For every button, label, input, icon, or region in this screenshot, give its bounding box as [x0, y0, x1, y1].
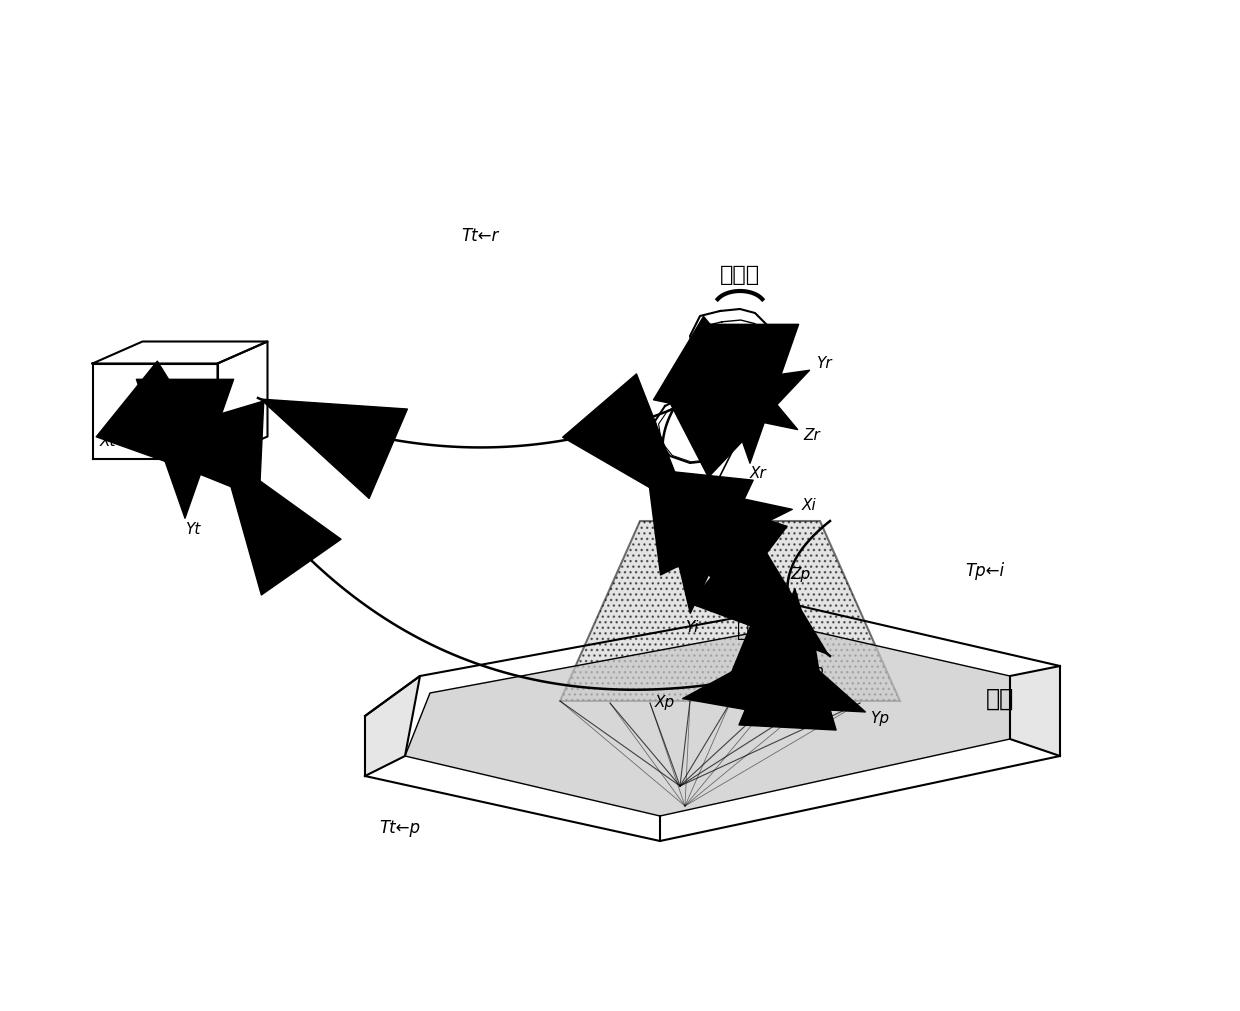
- Text: Or: Or: [728, 381, 746, 396]
- Text: Tp←i: Tp←i: [966, 562, 1004, 580]
- Text: Yt: Yt: [185, 522, 201, 537]
- Text: Tt←p: Tt←p: [379, 819, 420, 837]
- Polygon shape: [1011, 666, 1060, 756]
- Text: Tt←r: Tt←r: [461, 227, 498, 245]
- Text: Zr: Zr: [804, 429, 821, 444]
- Polygon shape: [405, 626, 1011, 816]
- Text: Xi: Xi: [801, 498, 816, 514]
- Text: 超声: 超声: [738, 595, 763, 615]
- Text: Xp: Xp: [655, 695, 675, 710]
- Text: Yp: Yp: [870, 711, 889, 726]
- Text: Yr: Yr: [816, 357, 832, 371]
- Text: 图像: 图像: [738, 620, 763, 640]
- Text: Zp: Zp: [790, 566, 810, 581]
- Text: Xr: Xr: [750, 466, 766, 481]
- Text: 发射器: 发射器: [160, 391, 200, 411]
- Text: Zi: Zi: [627, 463, 642, 478]
- Text: Zt: Zt: [241, 485, 257, 500]
- Text: 模板: 模板: [986, 687, 1014, 711]
- Text: Oi: Oi: [672, 501, 688, 516]
- Text: Tr←i: Tr←i: [598, 429, 632, 447]
- Text: Xt: Xt: [99, 434, 117, 449]
- Text: Op: Op: [802, 664, 823, 679]
- Polygon shape: [560, 521, 900, 701]
- Polygon shape: [405, 626, 1011, 816]
- Polygon shape: [365, 676, 420, 776]
- Text: Yi: Yi: [686, 621, 698, 636]
- Text: 接收器: 接收器: [720, 265, 760, 285]
- Text: Ot: Ot: [195, 426, 213, 441]
- Text: 超声探头: 超声探头: [692, 416, 739, 435]
